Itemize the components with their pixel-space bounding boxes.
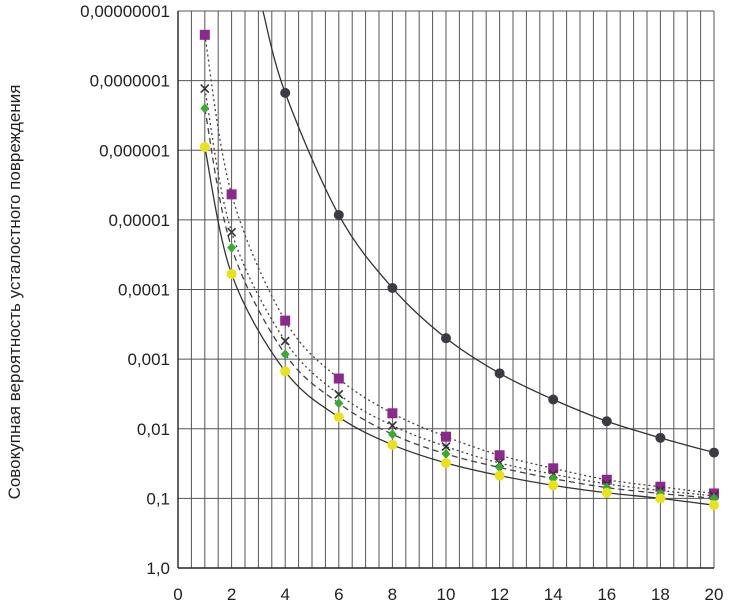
y-tick-label: 0,01 <box>137 420 170 439</box>
y-tick-label: 0,00000001 <box>80 2 170 21</box>
y-tick-label: 0,00001 <box>109 211 170 230</box>
series-markers <box>199 29 719 511</box>
series-1-point <box>601 416 612 427</box>
y-tick-label: 0,0001 <box>118 281 170 300</box>
series-5-point <box>494 470 505 481</box>
series-5-point <box>655 493 666 504</box>
series-1-point <box>709 447 719 458</box>
y-axis-label: Совокупная вероятность усталостного повр… <box>5 85 24 500</box>
series-5-point <box>387 439 398 450</box>
x-tick-label: 12 <box>490 585 509 604</box>
x-tick-label: 20 <box>705 585 724 604</box>
series-line-4 <box>204 108 715 500</box>
series-2-point <box>655 481 666 492</box>
series-5-point <box>601 487 612 498</box>
series-2-point <box>333 373 344 384</box>
series-4-point <box>227 242 237 253</box>
x-tick-label: 18 <box>651 585 670 604</box>
x-tick-label: 4 <box>280 585 289 604</box>
series-1-point <box>441 333 451 344</box>
y-tick-label: 0,0000001 <box>90 72 170 91</box>
series-4-point <box>200 103 210 114</box>
series-3-point <box>200 83 210 94</box>
series-5-point <box>548 480 559 491</box>
x-tick-label: 6 <box>334 585 343 604</box>
x-tick-label: 0 <box>173 585 182 604</box>
series-3-point <box>227 227 237 237</box>
y-tick-label: 0,001 <box>127 350 170 369</box>
series-1-point <box>280 87 291 98</box>
y-tick-label: 1,0 <box>146 559 170 578</box>
series-5-point <box>199 142 210 153</box>
y-tick-label: 0,1 <box>146 489 170 508</box>
series-4-point <box>280 349 290 360</box>
series-2-point <box>199 29 210 40</box>
series-2-point <box>601 474 612 485</box>
series-1-point <box>655 432 666 443</box>
series-4-point <box>495 462 505 473</box>
grid <box>177 10 715 569</box>
axes <box>177 11 714 569</box>
x-tick-label: 2 <box>227 585 236 604</box>
series-3-point <box>334 389 344 399</box>
series-5-point <box>280 366 291 377</box>
series-line-3 <box>204 88 715 497</box>
series-4-point <box>334 398 344 409</box>
series-4-point <box>441 448 451 459</box>
series-line-5 <box>204 146 715 506</box>
series-2-point <box>494 450 505 461</box>
series-3-point <box>441 441 451 452</box>
series-5-point <box>333 412 344 423</box>
x-tick-label: 8 <box>388 585 397 604</box>
series-5-point <box>441 457 451 468</box>
series-1-point <box>333 209 344 220</box>
series-3-point <box>280 336 290 346</box>
series-1-point <box>387 282 398 293</box>
x-tick-label: 16 <box>597 585 616 604</box>
x-tick-label: 10 <box>437 585 456 604</box>
series-2-point <box>548 463 559 474</box>
series-2-point <box>387 408 398 419</box>
series-2-point <box>280 315 291 326</box>
series-1-point <box>494 368 505 379</box>
tick-labels: 0 2 4 6 8 10 12 14 16 18 20 1,0 0,1 0,01 0,001 0,0001 0,… <box>80 2 723 604</box>
series-5-point <box>226 269 237 280</box>
series-2-point <box>441 431 451 442</box>
series-1-point <box>548 394 559 405</box>
series-line-1 <box>262 10 715 454</box>
series-4-point <box>387 429 397 440</box>
series-3-point <box>387 420 397 431</box>
y-tick-label: 0,000001 <box>99 141 170 160</box>
x-tick-label: 14 <box>544 585 563 604</box>
series-2-point <box>226 189 237 200</box>
series-5-point <box>709 500 719 511</box>
